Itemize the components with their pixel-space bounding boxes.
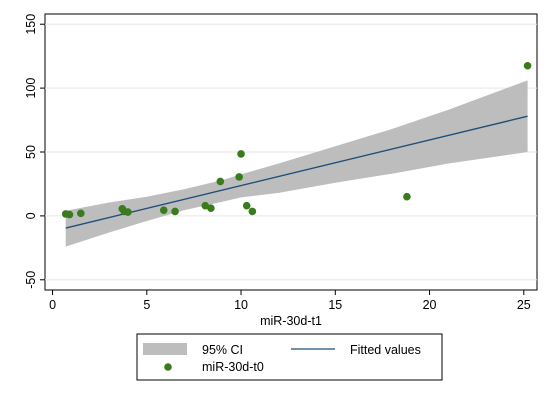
scatter-point <box>216 177 225 186</box>
ci-band-layer <box>65 80 528 247</box>
ci-band <box>65 80 528 247</box>
x-tick-label: 15 <box>328 298 342 312</box>
legend-points-label: miR-30d-t0 <box>202 360 264 374</box>
legend: 95% CI Fitted values miR-30d-t0 <box>136 333 443 381</box>
y-tick-label: 150 <box>24 14 38 35</box>
legend-box <box>136 333 443 381</box>
fitted-line <box>65 115 528 229</box>
scatter-point <box>237 150 245 158</box>
legend-points-swatch <box>164 363 172 371</box>
scatter-point <box>403 192 411 201</box>
scatter-point <box>159 206 168 214</box>
scatter-point <box>207 204 215 213</box>
legend-ci-label: 95% CI <box>202 343 243 357</box>
legend-ci-swatch <box>143 343 187 355</box>
scatter-point <box>523 61 532 70</box>
scatter-point <box>124 208 132 216</box>
fitted-line-layer <box>65 115 528 229</box>
x-tick-label: 10 <box>234 298 248 312</box>
scatter-point <box>242 201 251 210</box>
x-tick-label: 20 <box>423 298 437 312</box>
y-tick-label: -50 <box>24 271 38 289</box>
scatter-point <box>248 207 257 216</box>
y-tick-label: 50 <box>24 145 38 159</box>
x-tick-label: 25 <box>517 298 531 312</box>
legend-fitted-label: Fitted values <box>350 343 421 357</box>
scatter-point <box>171 207 179 216</box>
scatter-point <box>65 210 74 219</box>
scatter-point <box>201 201 210 210</box>
x-tick-label: 0 <box>49 298 56 312</box>
scatter-points-layer <box>61 61 532 219</box>
y-tick-label: 100 <box>24 78 38 99</box>
scatter-point <box>235 173 243 181</box>
y-tick-label: 0 <box>24 212 38 219</box>
scatter-point <box>77 209 85 218</box>
axes: -50 0 50 100 150 0 5 10 15 20 25 <box>24 14 531 312</box>
x-axis-title: miR-30d-t1 <box>260 314 322 328</box>
x-tick-label: 5 <box>143 298 150 312</box>
